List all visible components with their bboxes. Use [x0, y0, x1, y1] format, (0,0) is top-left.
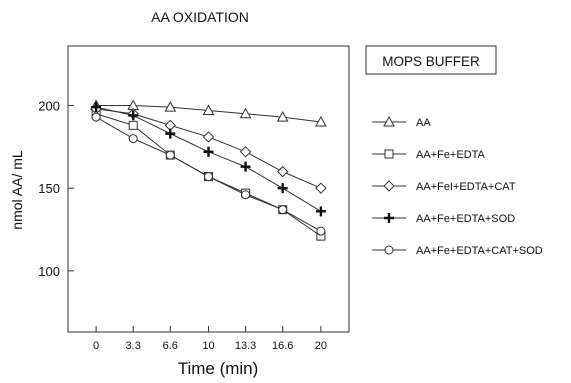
series-4-point-2 — [165, 150, 175, 160]
legend-entry-1: AA+Fe+EDTA — [372, 149, 486, 161]
x-tick-label-3: 10 — [202, 340, 214, 352]
series-0-point-5 — [276, 111, 289, 122]
series-4-point-5 — [278, 205, 288, 215]
series-2-point-5 — [276, 165, 289, 178]
condition-label: MOPS BUFFER — [382, 54, 480, 69]
legend-entry-2: AA+FeI+EDTA+CAT — [372, 180, 516, 193]
series-4-point-4 — [241, 190, 251, 200]
series-2-point-6 — [315, 182, 327, 194]
series-3-point-6 — [315, 206, 326, 217]
y-tick-label-2: 200 — [38, 99, 60, 114]
x-tick-label-2: 6.6 — [163, 340, 178, 352]
condition-box — [365, 45, 497, 75]
y-tick-label-1: 150 — [38, 181, 60, 196]
legend-marker-3 — [384, 213, 394, 223]
x-tick-label-1: 3.3 — [126, 340, 141, 352]
y-tick-label-0: 100 — [38, 264, 60, 279]
series-4 — [91, 112, 326, 236]
legend-marker-2 — [383, 180, 395, 192]
series-0-point-4 — [239, 107, 252, 119]
legend-marker-4 — [384, 245, 394, 255]
legend-entry-0: AA — [372, 115, 431, 129]
x-tick-label-0: 0 — [93, 340, 99, 352]
series-2-point-3 — [202, 131, 215, 143]
legend-marker-1 — [384, 149, 394, 159]
series-4-point-3 — [204, 172, 213, 182]
series-0-point-2 — [164, 101, 177, 112]
x-tick-label-5: 16.6 — [272, 340, 293, 352]
series-3-point-3 — [203, 146, 214, 157]
series-4-point-0 — [91, 112, 101, 122]
series-4-point-1 — [128, 134, 138, 144]
series-3-point-0 — [91, 102, 102, 113]
legend-entry-3: AA+Fe+EDTA+SOD — [372, 213, 515, 225]
series-3-point-4 — [240, 161, 251, 172]
series-1-point-1 — [128, 120, 138, 130]
legend-label-4: AA+Fe+EDTA+CAT+SOD — [416, 245, 543, 257]
x-axis: 0 3.3 6.6 10 13.3 16.6 20 — [93, 326, 327, 352]
x-axis-label: Time (min) — [178, 359, 259, 378]
legend-entry-4: AA+Fe+EDTA+CAT+SOD — [372, 245, 543, 257]
series-0-point-3 — [202, 104, 215, 115]
series-3-point-1 — [128, 110, 139, 121]
legend-marker-0 — [383, 115, 395, 127]
legend: AA AA+Fe+EDTA AA+FeI+EDTA+CAT AA+Fe+EDTA+SO… — [372, 115, 543, 257]
chart-title: AA OXIDATION — [151, 9, 249, 25]
series-layer — [90, 99, 327, 241]
series-2-point-4 — [239, 146, 252, 158]
series-3 — [91, 102, 326, 217]
legend-label-0: AA — [416, 117, 431, 129]
legend-label-1: AA+Fe+EDTA — [416, 149, 486, 161]
y-axis: 100 150 200 — [38, 99, 74, 279]
y-axis-label: nmol AA/ mL — [9, 150, 25, 230]
legend-label-3: AA+Fe+EDTA+SOD — [416, 213, 515, 225]
series-4-point-6 — [316, 226, 326, 236]
plot-frame — [67, 45, 350, 333]
legend-label-2: AA+FeI+EDTA+CAT — [416, 181, 516, 193]
series-3-point-2 — [165, 128, 176, 139]
series-0-point-6 — [315, 116, 327, 127]
x-tick-label-6: 20 — [315, 340, 327, 352]
x-tick-label-4: 13.3 — [235, 340, 256, 352]
series-3-point-5 — [277, 183, 288, 194]
